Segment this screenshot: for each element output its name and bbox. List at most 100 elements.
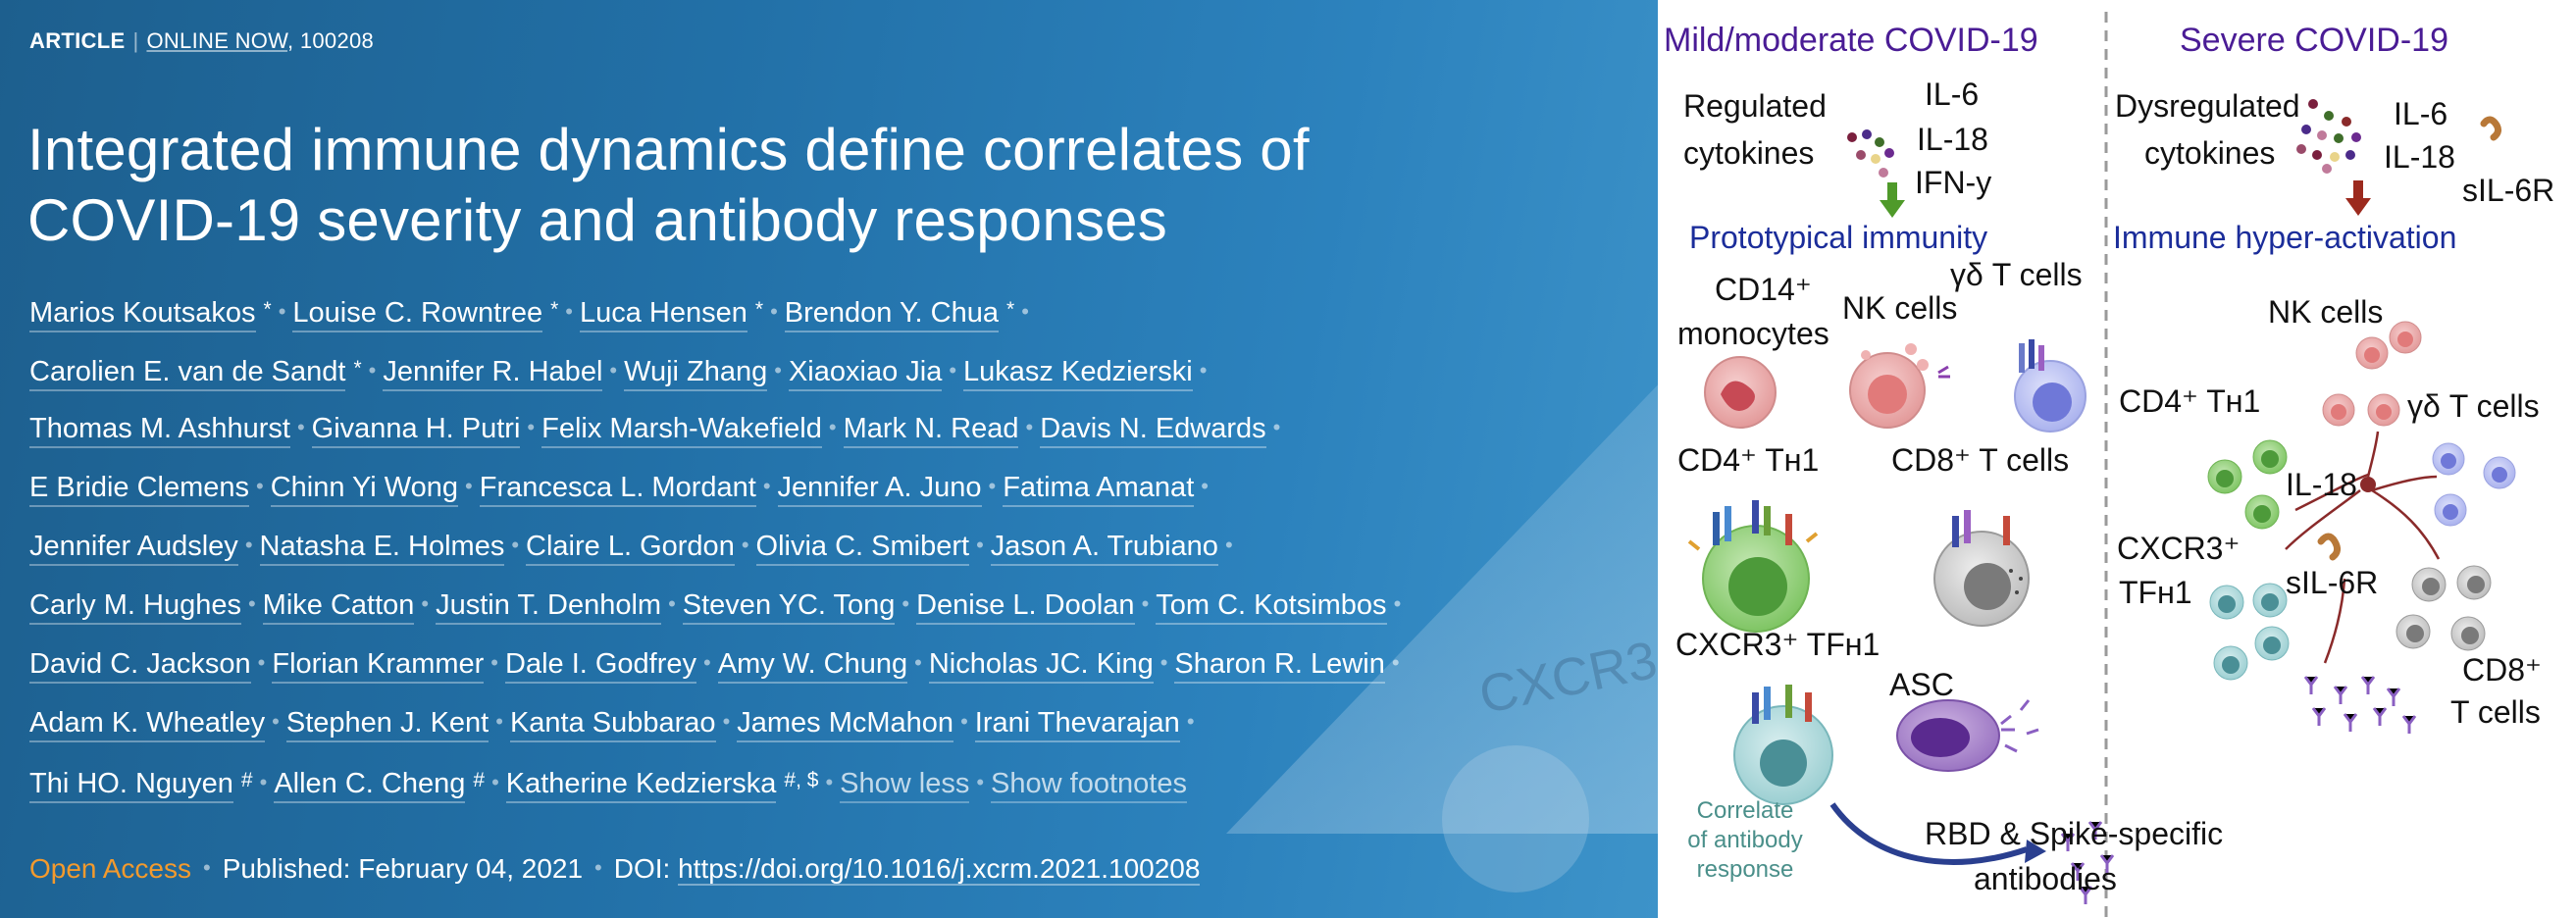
author-link[interactable]: Natasha E. Holmes xyxy=(259,531,505,566)
author-link[interactable]: Lukasz Kedzierski xyxy=(963,356,1193,391)
author-link[interactable]: Louise C. Rowntree xyxy=(292,297,543,332)
author-link[interactable]: James McMahon xyxy=(737,707,954,742)
author-link[interactable]: Xiaoxiao Jia xyxy=(788,356,943,391)
il18-center-label: IL-18 xyxy=(2286,467,2357,502)
cd8-t-cell-icon xyxy=(1933,510,2030,627)
author-line: Carly M. Hughes • Mike Catton • Justin T. De… xyxy=(29,585,1648,643)
author-separator: • xyxy=(722,709,731,734)
mild-il6-label: IL-6 xyxy=(1925,76,1980,112)
author-separator: • xyxy=(1391,650,1400,675)
author-link[interactable]: Thi HO. Nguyen xyxy=(29,768,233,803)
online-now-link[interactable]: ONLINE NOW xyxy=(146,28,288,53)
correlate-antibody-label: Correlate of antibody response xyxy=(1662,796,1829,885)
author-separator: • xyxy=(259,770,268,794)
author-separator: • xyxy=(465,474,473,498)
author-link[interactable]: Allen C. Cheng xyxy=(274,768,466,803)
author-link[interactable]: Kanta Subbarao xyxy=(509,707,716,742)
regulated-cytokines-label: cytokines xyxy=(1683,135,1815,171)
author-link[interactable]: Brendon Y. Chua xyxy=(784,297,999,332)
author-line: Thi HO. Nguyen # • Allen C. Cheng # • Katherin… xyxy=(29,761,1648,820)
author-link[interactable]: Irani Thevarajan xyxy=(974,707,1180,742)
cxcr3-severe-label: CXCR3⁺ xyxy=(2117,531,2241,566)
author-line: Thomas M. Ashhurst • Givanna H. Putri • Feli… xyxy=(29,408,1648,467)
author-link[interactable]: Dale I. Godfrey xyxy=(505,648,697,684)
author-link[interactable]: Claire L. Gordon xyxy=(526,531,735,566)
author-footnote-mark: * xyxy=(1006,298,1015,321)
author-separator: • xyxy=(511,533,520,557)
author-separator: • xyxy=(609,358,618,382)
author-footnote-mark: #, $ xyxy=(784,769,819,791)
antibody-response-arrow xyxy=(1829,802,2028,865)
doi-link[interactable]: https://doi.org/10.1016/j.xcrm.2021.1002… xyxy=(678,853,1201,886)
author-separator: • xyxy=(774,358,782,382)
prototypical-immunity-label: Prototypical immunity xyxy=(1689,220,1988,255)
author-separator: • xyxy=(247,591,256,616)
author-line: Carolien E. van de Sandt * • Jennifer R. Ha… xyxy=(29,349,1648,408)
author-link[interactable]: Jason A. Trubiano xyxy=(990,531,1218,566)
author-link[interactable]: Steven YC. Tong xyxy=(682,589,896,625)
author-link[interactable]: Francesca L. Mordant xyxy=(479,472,756,507)
author-link[interactable]: Amy W. Chung xyxy=(717,648,908,684)
author-footnote-mark: * xyxy=(263,298,272,321)
author-link[interactable]: Chinn Yi Wong xyxy=(270,472,459,507)
author-separator: • xyxy=(368,358,377,382)
author-separator: • xyxy=(527,415,536,439)
author-link[interactable]: Jennifer Audsley xyxy=(29,531,238,566)
footer-separator: • xyxy=(202,855,211,880)
author-separator: • xyxy=(1141,591,1150,616)
author-link[interactable]: Justin T. Denholm xyxy=(436,589,662,625)
author-link[interactable]: Luca Hensen xyxy=(579,297,747,332)
author-link[interactable]: Givanna H. Putri xyxy=(311,413,521,448)
author-line: Jennifer Audsley • Natasha E. Holmes • Clair… xyxy=(29,526,1648,585)
cd8-t-cells-mild-label: CD8⁺ T cells xyxy=(1891,442,2070,478)
author-separator: • xyxy=(278,299,286,324)
author-link[interactable]: Nicholas JC. King xyxy=(928,648,1154,684)
show-less-link[interactable]: Show less xyxy=(840,768,970,803)
mild-ifn-label: IFN-y xyxy=(1915,165,1992,200)
dysregulated-label: Dysregulated xyxy=(2115,88,2300,124)
author-link[interactable]: Denise L. Doolan xyxy=(916,589,1135,625)
author-separator: • xyxy=(949,358,957,382)
author-link[interactable]: Adam K. Wheatley xyxy=(29,707,266,742)
author-footnote-mark: * xyxy=(754,298,764,321)
correlate-line-3: response xyxy=(1696,856,1794,883)
mild-covid-heading: Mild/moderate COVID-19 xyxy=(1664,22,2038,59)
hyper-activation-label: Immune hyper-activation xyxy=(2113,220,2457,255)
dysregulated-cytokines-label: cytokines xyxy=(2144,135,2276,171)
severe-il6-label: IL-6 xyxy=(2394,96,2448,131)
severe-il18-label: IL-18 xyxy=(2384,139,2455,175)
author-separator: • xyxy=(988,474,997,498)
author-separator: • xyxy=(741,533,749,557)
asc-cell-icon xyxy=(1896,699,2039,772)
author-link[interactable]: Carly M. Hughes xyxy=(29,589,241,625)
doi-label: DOI: xyxy=(613,853,679,884)
correlate-line-1: Correlate xyxy=(1696,797,1794,824)
author-link[interactable]: Mike Catton xyxy=(262,589,415,625)
author-link[interactable]: E Bridie Clemens xyxy=(29,472,250,507)
author-link[interactable]: Stephen J. Kent xyxy=(285,707,489,742)
nk-cells-severe-label: NK cells xyxy=(2268,294,2384,330)
author-link[interactable]: Wuji Zhang xyxy=(624,356,768,391)
antibody-cluster-mild xyxy=(2060,821,2115,904)
article-title-line-1: Integrated immune dynamics define correl… xyxy=(27,117,1310,182)
author-link[interactable]: David C. Jackson xyxy=(29,648,251,684)
antibody-response-arrowhead xyxy=(2025,840,2046,863)
author-link[interactable]: Sharon R. Lewin xyxy=(1174,648,1385,684)
author-link[interactable]: Tom C. Kotsimbos xyxy=(1156,589,1387,625)
author-link[interactable]: Florian Krammer xyxy=(272,648,485,684)
show-footnotes-link[interactable]: Show footnotes xyxy=(991,768,1187,803)
author-link[interactable]: Jennifer R. Habel xyxy=(383,356,603,391)
author-link[interactable]: Fatima Amanat xyxy=(1003,472,1195,507)
background-cell-shape xyxy=(1442,745,1589,892)
author-link[interactable]: Olivia C. Smibert xyxy=(755,531,970,566)
author-link[interactable]: Carolien E. van de Sandt xyxy=(29,356,346,391)
author-link[interactable]: Davis N. Edwards xyxy=(1040,413,1266,448)
author-link[interactable]: Mark N. Read xyxy=(843,413,1019,448)
author-link[interactable]: Thomas M. Ashhurst xyxy=(29,413,290,448)
author-footnote-mark: * xyxy=(550,298,559,321)
mild-cytokine-dots xyxy=(1847,129,1894,178)
author-link[interactable]: Felix Marsh-Wakefield xyxy=(541,413,822,448)
author-link[interactable]: Marios Koutsakos xyxy=(29,297,256,332)
author-link[interactable]: Katherine Kedzierska xyxy=(505,768,777,803)
author-link[interactable]: Jennifer A. Juno xyxy=(777,472,982,507)
